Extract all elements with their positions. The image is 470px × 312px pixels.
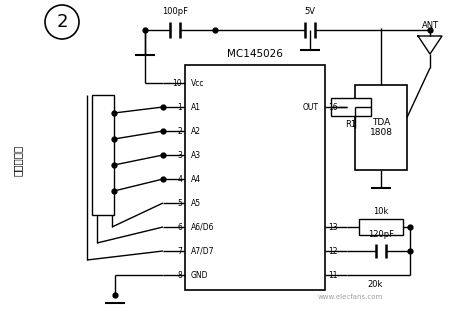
Text: 6: 6 <box>177 222 182 232</box>
Text: Vcc: Vcc <box>191 79 204 87</box>
Text: 5: 5 <box>177 198 182 207</box>
Text: 1: 1 <box>177 103 182 111</box>
Text: 8: 8 <box>177 271 182 280</box>
Text: GND: GND <box>191 271 209 280</box>
Text: 12: 12 <box>328 246 337 256</box>
Text: 11: 11 <box>328 271 337 280</box>
Text: 7: 7 <box>177 246 182 256</box>
Text: 2: 2 <box>56 13 68 31</box>
Text: 4: 4 <box>177 174 182 183</box>
Text: 5V: 5V <box>305 7 315 16</box>
Text: www.elecfans.com: www.elecfans.com <box>317 294 383 300</box>
Text: 120pF: 120pF <box>368 230 394 239</box>
Text: 10: 10 <box>172 79 182 87</box>
Text: 10k: 10k <box>373 207 389 216</box>
Text: R1: R1 <box>345 120 357 129</box>
Text: A3: A3 <box>191 150 201 159</box>
Text: 13: 13 <box>328 222 337 232</box>
Text: 20k: 20k <box>368 280 383 289</box>
Bar <box>355 85 407 170</box>
Bar <box>359 219 403 235</box>
Text: A7/D7: A7/D7 <box>191 246 214 256</box>
Text: A5: A5 <box>191 198 201 207</box>
Text: A1: A1 <box>191 103 201 111</box>
Text: 接鼠标连线: 接鼠标连线 <box>13 144 23 176</box>
Text: A4: A4 <box>191 174 201 183</box>
Text: ANT: ANT <box>422 21 439 30</box>
Text: TDA
1808: TDA 1808 <box>369 118 392 137</box>
Text: A6/D6: A6/D6 <box>191 222 214 232</box>
Text: 100pF: 100pF <box>162 7 188 16</box>
Bar <box>185 65 325 290</box>
Text: 3: 3 <box>177 150 182 159</box>
Text: OUT: OUT <box>303 103 319 111</box>
Text: 2: 2 <box>177 126 182 135</box>
Text: 16: 16 <box>328 103 337 111</box>
Bar <box>331 98 371 116</box>
Text: A2: A2 <box>191 126 201 135</box>
Bar <box>92 95 114 215</box>
Text: MC145026: MC145026 <box>227 49 283 59</box>
